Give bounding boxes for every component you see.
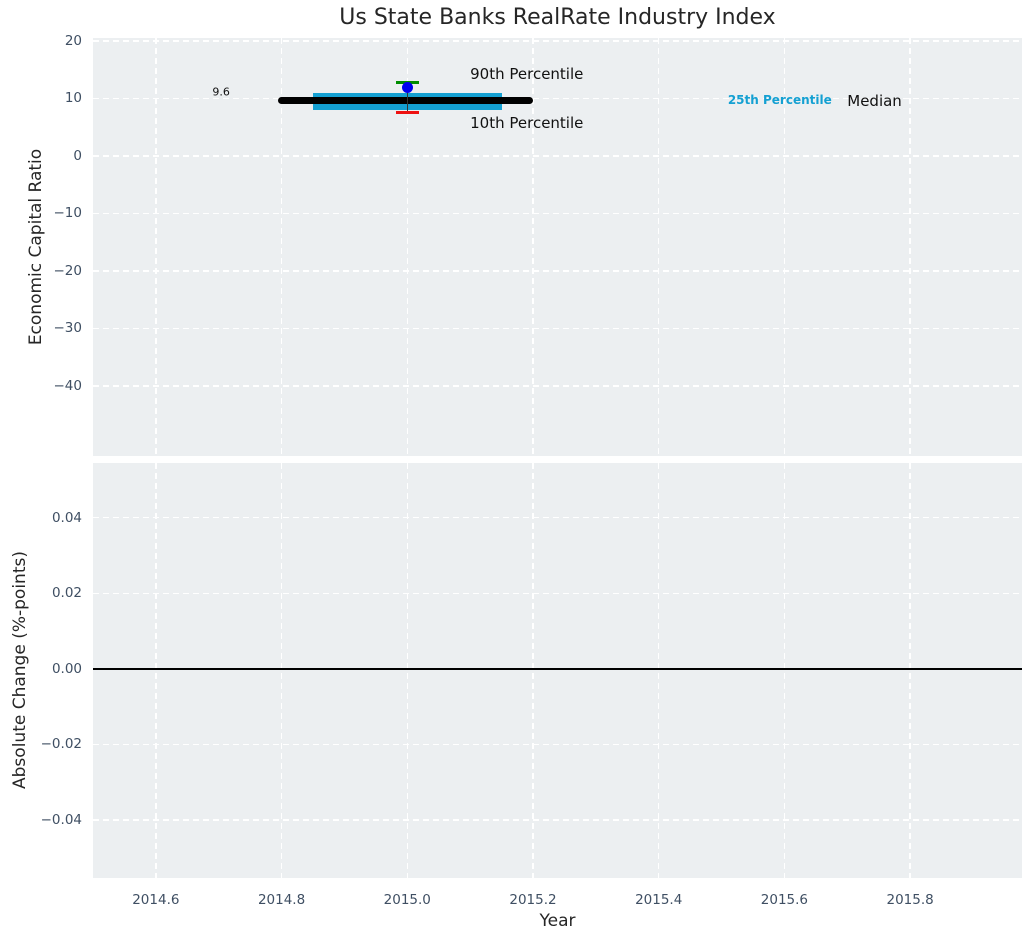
x-axis-label: Year bbox=[539, 911, 576, 931]
errorbar-line bbox=[406, 82, 409, 113]
gridline-vertical bbox=[406, 463, 408, 878]
gridline-vertical bbox=[783, 38, 786, 456]
y-tick-label: −30 bbox=[53, 320, 83, 337]
x-tick-label: 2014.8 bbox=[257, 892, 306, 908]
chart-title: Us State Banks RealRate Industry Index bbox=[339, 5, 776, 30]
x-tick-label: 2015.2 bbox=[509, 892, 557, 908]
x-tick-label: 2015.4 bbox=[635, 892, 683, 908]
gridline-horizontal bbox=[93, 212, 1022, 215]
gridline-horizontal bbox=[93, 592, 1022, 594]
gridline-horizontal bbox=[93, 327, 1022, 330]
gridline-horizontal bbox=[93, 155, 1022, 157]
y-tick-label: 20 bbox=[64, 32, 82, 49]
top-y-axis-label: Economic Capital Ratio bbox=[26, 148, 46, 346]
y-tick-label: 0.02 bbox=[51, 585, 82, 602]
gridline-vertical bbox=[155, 38, 157, 456]
gridline-horizontal bbox=[93, 385, 1022, 387]
x-tick-label: 2015.0 bbox=[383, 892, 431, 908]
y-tick-label: 10 bbox=[64, 90, 82, 107]
gridline-vertical bbox=[280, 38, 283, 456]
errorbar-cap-10th bbox=[395, 111, 419, 115]
y-tick-label: −10 bbox=[53, 205, 83, 222]
gridline-vertical bbox=[406, 38, 408, 456]
x-tick-label: 2014.6 bbox=[132, 892, 180, 908]
zero-line bbox=[93, 667, 1022, 670]
gridline-horizontal bbox=[93, 97, 1022, 100]
gridline-vertical bbox=[532, 463, 534, 878]
bottom-axes bbox=[93, 463, 1022, 878]
gridline-horizontal bbox=[93, 40, 1022, 42]
annotation-10th-percentile: 10th Percentile bbox=[470, 114, 584, 133]
gridline-vertical bbox=[783, 463, 786, 878]
annotation-median: Median bbox=[847, 92, 902, 111]
gridline-horizontal bbox=[93, 517, 1022, 519]
gridline-horizontal bbox=[93, 743, 1022, 745]
y-tick-label: −40 bbox=[53, 377, 83, 394]
y-tick-label: 0.00 bbox=[51, 660, 82, 677]
x-tick-label: 2015.8 bbox=[886, 892, 934, 908]
annotation-9-6: 9.6 bbox=[212, 85, 230, 99]
gridline-vertical bbox=[280, 463, 283, 878]
y-tick-label: 0.04 bbox=[51, 509, 82, 526]
y-tick-label: −0.04 bbox=[40, 811, 82, 828]
y-tick-label: −20 bbox=[53, 262, 83, 279]
gridline-vertical bbox=[657, 463, 660, 878]
median-line bbox=[278, 97, 533, 105]
gridline-vertical bbox=[909, 463, 911, 878]
gridline-vertical bbox=[657, 38, 660, 456]
annotation-25th-percentile: 25th Percentile bbox=[727, 93, 832, 108]
x-tick-label: 2015.6 bbox=[760, 892, 809, 908]
y-tick-label: 0 bbox=[73, 147, 82, 164]
gridline-horizontal bbox=[93, 270, 1022, 272]
gridline-vertical bbox=[155, 463, 157, 878]
top-axes bbox=[93, 38, 1022, 456]
gridline-vertical bbox=[532, 38, 534, 456]
company-data-point bbox=[401, 81, 413, 93]
annotation-90th-percentile: 90th Percentile bbox=[470, 65, 584, 84]
gridline-horizontal bbox=[93, 819, 1022, 821]
gridline-vertical bbox=[909, 38, 911, 456]
y-tick-label: −0.02 bbox=[40, 736, 82, 753]
